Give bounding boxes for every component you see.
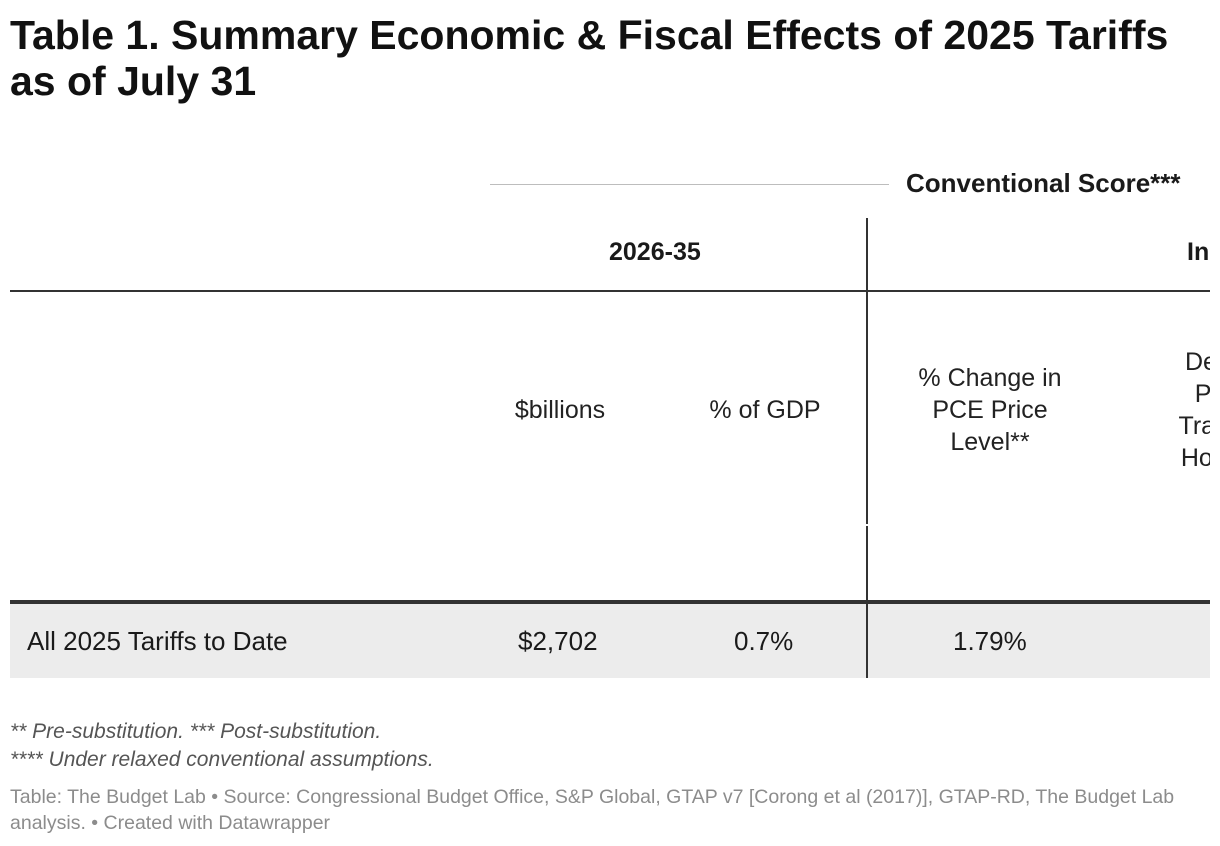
group-divider-top — [866, 218, 868, 290]
spanner-label-conventional-score: Conventional Score*** — [906, 168, 1181, 198]
cell-pce: 1.79% — [953, 626, 1027, 656]
column-divider-lower — [866, 526, 868, 600]
col-header-pce-price-level: % Change in PCE Price Level** — [918, 364, 1062, 456]
group-label-2026-35: 2026-35 — [609, 238, 701, 266]
row-divider — [866, 604, 868, 678]
cell-pct-gdp: 0.7% — [734, 626, 794, 656]
row-label: All 2025 Tariffs to Date — [27, 626, 288, 656]
col-header-pct-gdp: % of GDP — [709, 396, 821, 424]
table-title: Table 1. Summary Economic & Fiscal Effec… — [10, 12, 1169, 104]
source-credit: Table: The Budget Lab • Source: Congress… — [10, 786, 1175, 834]
group-label-impact: In — [1187, 238, 1210, 266]
cell-billions: $2,702 — [518, 626, 598, 656]
footnote: **** Under relaxed conventional assumpti… — [10, 748, 434, 771]
group-header-rule — [10, 290, 1210, 292]
column-divider-upper — [866, 292, 868, 524]
table-row: All 2025 Tariffs to Date $2,702 0.7% 1.7… — [10, 604, 1210, 678]
spanner-rule — [490, 184, 889, 185]
footnote: ** Pre-substitution. *** Post-substituti… — [10, 720, 382, 743]
col-header-billions: $billions — [514, 396, 606, 424]
footnotes: ** Pre-substitution. *** Post-substituti… — [10, 718, 434, 774]
header-body-rule — [10, 600, 1210, 604]
col-header-decline: Decl Po Trans Hous — [1178, 348, 1211, 472]
summary-table: Conventional Score*** 2026-35 In $billio… — [10, 150, 1210, 690]
